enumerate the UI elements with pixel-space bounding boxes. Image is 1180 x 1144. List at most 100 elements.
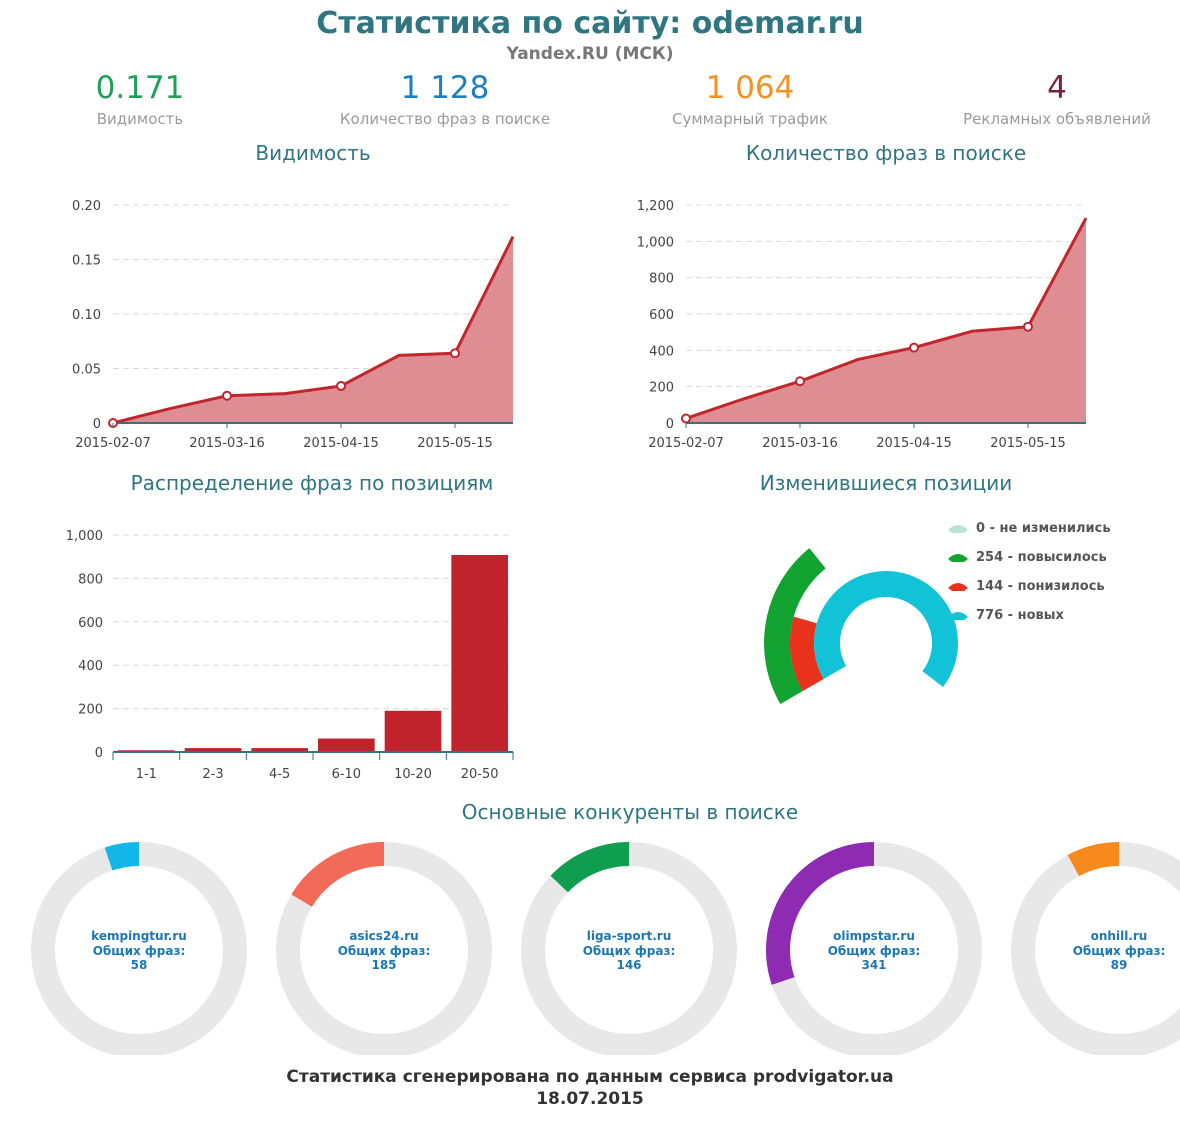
stat-value: 0.171: [95, 70, 185, 106]
x-tick-label: 2015-03-16: [189, 436, 265, 451]
x-tick-label: 2015-04-15: [303, 436, 379, 451]
donut-segment: [814, 571, 958, 687]
y-tick-label: 0.15: [72, 254, 101, 269]
x-tick-label: 2015-02-07: [648, 436, 724, 451]
y-tick-label: 400: [649, 344, 674, 359]
legend-label: 254 - повысилось: [976, 550, 1107, 565]
y-tick-label: 1,000: [637, 235, 674, 250]
y-tick-label: 400: [78, 659, 103, 674]
competitor-common-label: Общих фраз:: [828, 944, 921, 958]
bottom-mask: [0, 1055, 1180, 1144]
donut-segment: [763, 548, 826, 704]
phrases-chart: 0 200 400 600 800 1,000 1,200 2015-02-07 2015-03…: [637, 199, 1088, 451]
competitor-common-label: Общих фраз:: [1073, 944, 1166, 958]
footer-date: 18.07.2015: [536, 1089, 644, 1109]
stat-value: 1 064: [705, 70, 795, 106]
legend-label: 776 - новых: [976, 608, 1064, 623]
y-tick-label: 1,000: [66, 529, 103, 544]
legend-marker: [948, 612, 968, 620]
y-tick-label: 1,200: [637, 199, 674, 214]
competitor-common-value: 185: [371, 958, 396, 972]
stat-traffic: 1 064 Суммарный трафик: [620, 70, 880, 128]
x-tick-label: 4-5: [269, 767, 290, 782]
y-tick-label: 600: [649, 308, 674, 323]
competitor-domain: olimpstar.ru: [833, 929, 915, 943]
stat-label: Видимость: [96, 110, 184, 128]
distribution-chart-title: Распределение фраз по позициям: [130, 471, 494, 495]
competitors-title: Основные конкуренты в поиске: [461, 800, 799, 824]
data-point: [450, 348, 460, 359]
y-tick-label: 0: [666, 417, 674, 432]
x-tick-label: 1-1: [136, 767, 157, 782]
x-tick-label: 10-20: [394, 767, 432, 782]
bar: [318, 738, 375, 752]
legend-label: 0 - не изменились: [976, 521, 1111, 536]
x-tick-label: 2015-03-16: [762, 436, 838, 451]
y-tick-label: 0: [95, 746, 103, 761]
stat-label: Рекламных объявлений: [963, 110, 1151, 128]
data-point: [1023, 321, 1033, 332]
legend-marker: [948, 554, 968, 562]
stat-visibility: 0.171 Видимость: [10, 70, 270, 128]
bar: [384, 710, 442, 752]
competitor-domain: liga-sport.ru: [587, 929, 672, 943]
y-tick-label: 0.10: [72, 308, 101, 323]
y-tick-label: 200: [649, 381, 674, 396]
data-point: [336, 380, 346, 391]
stat-value: 4: [1047, 70, 1067, 106]
bar: [184, 748, 242, 752]
footer-source: Статистика сгенерирована по данным серви…: [286, 1067, 894, 1087]
donut-segment: [790, 616, 824, 691]
competitor-segment: [766, 842, 874, 985]
y-tick-label: 0.20: [72, 199, 101, 214]
legend-marker: [948, 583, 968, 591]
area-fill: [686, 218, 1086, 423]
area-fill: [113, 236, 513, 423]
x-tick-label: 2015-05-15: [417, 436, 493, 451]
bar: [451, 554, 508, 752]
footer: Статистика сгенерирована по данным серви…: [0, 1066, 1180, 1110]
y-tick-label: 800: [78, 572, 103, 587]
stat-ads: 4 Рекламных объявлений: [927, 70, 1180, 128]
y-tick-label: 0: [93, 417, 101, 432]
y-tick-label: 200: [78, 703, 103, 718]
distribution-chart: 0 200 400 600 800 1,000 1-1 2-3 4-5 6-10 10-20 20-5…: [66, 529, 514, 782]
competitor-domain: onhill.ru: [1091, 929, 1148, 943]
competitor-domain: asics24.ru: [349, 929, 418, 943]
x-tick-label: 6-10: [332, 767, 362, 782]
data-point: [795, 376, 805, 387]
competitor-common-label: Общих фраз:: [93, 944, 186, 958]
competitor-domain: kempingtur.ru: [91, 929, 187, 943]
page-title: Статистика по сайту: odemar.ru: [316, 6, 864, 41]
visibility-chart: 0 0.05 0.10 0.15 0.20 2015-02-07 2015-03-16 201…: [72, 199, 515, 451]
competitor-common-value: 341: [861, 958, 886, 972]
competitor-common-value: 146: [616, 958, 641, 972]
changed-positions-chart: 0 - не изменились 254 - повысилось 144 - п…: [763, 521, 1111, 704]
x-tick-label: 20-50: [461, 767, 499, 782]
y-tick-label: 600: [78, 616, 103, 631]
stat-phrases: 1 128 Количество фраз в поиске: [315, 70, 575, 128]
visibility-chart-title: Видимость: [255, 141, 371, 165]
competitor-segment: [550, 842, 629, 893]
competitor-common-value: 89: [1111, 958, 1128, 972]
data-point: [909, 342, 919, 353]
stat-label: Суммарный трафик: [672, 110, 828, 128]
series-line: [112, 235, 515, 425]
x-tick-label: 2015-05-15: [990, 436, 1066, 451]
x-tick-label: 2015-02-07: [75, 436, 151, 451]
competitor-segment: [1067, 842, 1119, 877]
phrases-chart-title: Количество фраз в поиске: [745, 141, 1027, 165]
competitor-common-label: Общих фраз:: [338, 944, 431, 958]
competitor-common-label: Общих фраз:: [583, 944, 676, 958]
competitor-segment: [104, 842, 139, 871]
x-tick-label: 2015-04-15: [876, 436, 952, 451]
legend-marker: [948, 525, 968, 533]
search-engine-subtitle: Yandex.RU (МСК): [506, 44, 674, 64]
y-tick-label: 0.05: [72, 363, 101, 378]
data-point: [222, 390, 232, 401]
legend-label: 144 - понизилось: [976, 579, 1105, 594]
x-tick-label: 2-3: [202, 767, 223, 782]
bar: [251, 748, 308, 752]
